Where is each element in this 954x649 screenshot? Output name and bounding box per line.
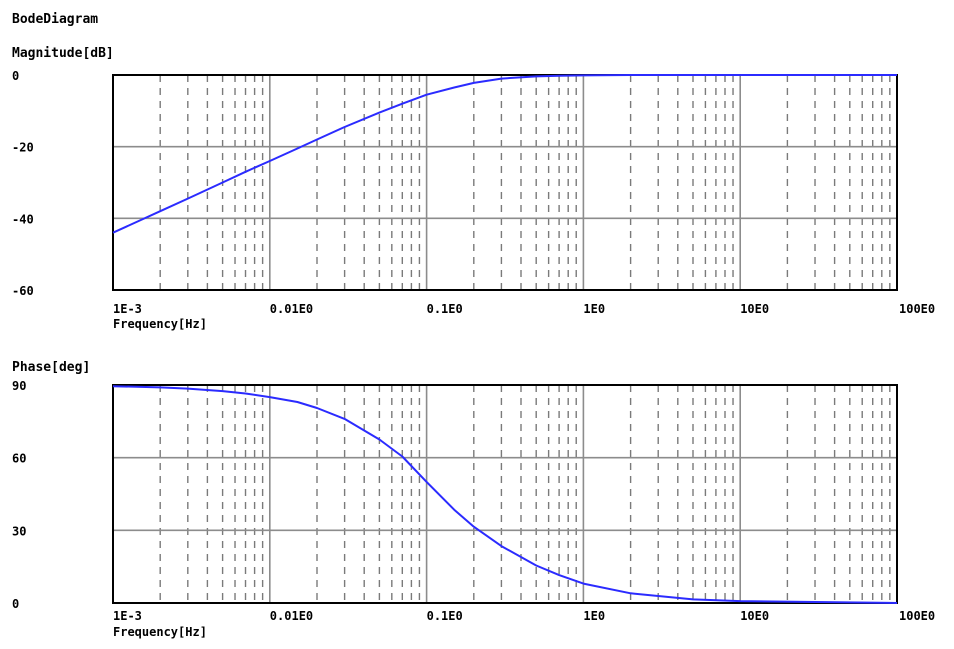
phase-x-axis-label: Frequency[Hz] — [113, 625, 207, 639]
phase-x-tick-label: 1E-3 — [113, 609, 142, 623]
magnitude-x-tick-label: 100E0 — [899, 302, 935, 316]
phase-x-tick-label: 100E0 — [899, 609, 935, 623]
phase-y-tick-label: 0 — [12, 597, 19, 611]
magnitude-y-tick-label: -40 — [12, 212, 34, 226]
magnitude-x-axis-label: Frequency[Hz] — [113, 317, 207, 331]
magnitude-x-tick-label: 10E0 — [740, 302, 769, 316]
phase-x-tick-label: 0.1E0 — [427, 609, 463, 623]
magnitude-chart: Magnitude[dB] 0 -20 -40 -60 1E-3 0.01E0 0.1E0 1E… — [12, 46, 935, 331]
page-title: BodeDiagram — [12, 12, 98, 27]
phase-x-tick-label: 0.01E0 — [270, 609, 313, 623]
magnitude-series-line — [112, 74, 897, 234]
phase-y-tick-label: 90 — [12, 379, 26, 393]
magnitude-y-tick-label: -60 — [12, 284, 34, 298]
phase-y-tick-label: 60 — [12, 452, 26, 466]
phase-chart-title: Phase[deg] — [12, 360, 90, 375]
phase-chart: Phase[deg] 90 60 30 0 1E-3 0.01E0 0.1E0 1E0 10E0 1… — [12, 360, 935, 639]
phase-plot-frame — [112, 384, 898, 604]
magnitude-x-tick-label: 0.01E0 — [270, 302, 313, 316]
magnitude-x-tick-label: 1E-3 — [113, 302, 142, 316]
magnitude-x-tick-label: 0.1E0 — [427, 302, 463, 316]
phase-y-tick-label: 30 — [12, 524, 26, 538]
magnitude-y-tick-label: 0 — [12, 69, 19, 83]
phase-x-tick-label: 1E0 — [583, 609, 605, 623]
magnitude-y-tick-label: -20 — [12, 141, 34, 155]
magnitude-chart-title: Magnitude[dB] — [12, 46, 114, 61]
magnitude-plot-frame — [112, 74, 898, 291]
phase-series-line — [112, 385, 898, 604]
magnitude-x-tick-label: 1E0 — [583, 302, 605, 316]
phase-x-tick-label: 10E0 — [740, 609, 769, 623]
